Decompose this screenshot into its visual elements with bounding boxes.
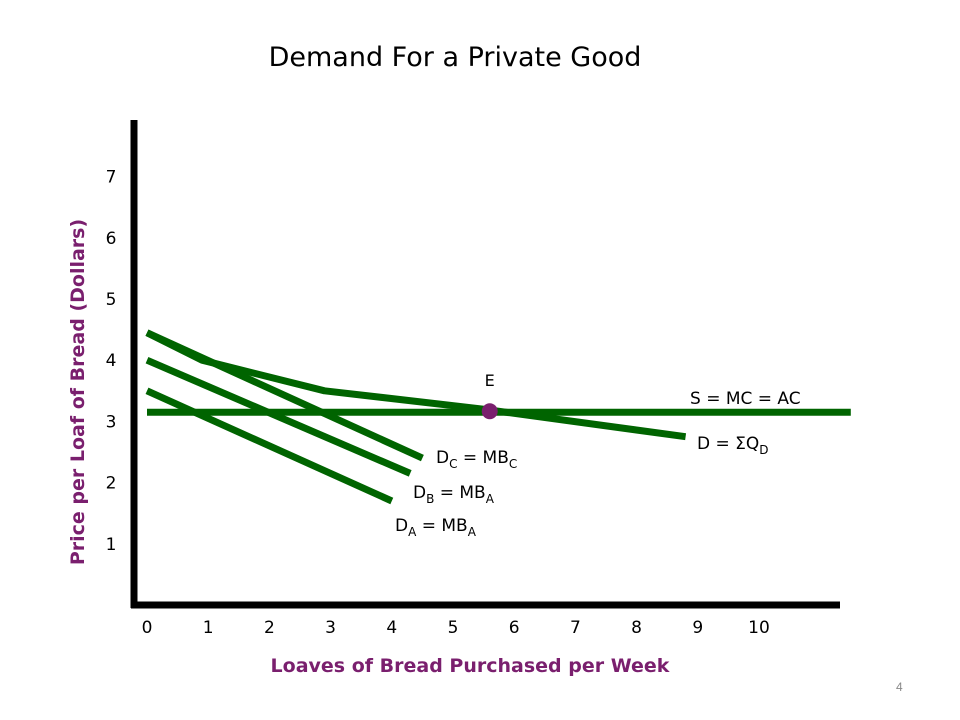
y-tick-label: 4 <box>106 351 117 371</box>
x-tick-label: 3 <box>325 618 336 638</box>
series-label-0: DA = MBA <box>395 516 477 539</box>
series-label-3: D = ΣQD <box>697 434 769 457</box>
series-label-4: S = MC = AC <box>690 389 801 409</box>
x-tick-label: 6 <box>509 618 520 638</box>
series-labels: DA = MBA DB = MBA DC = MBC D = ΣQD S = MC = … <box>395 389 801 539</box>
series-label-2: DC = MBC <box>436 448 517 471</box>
x-tick-label: 7 <box>570 618 581 638</box>
y-tick-label: 6 <box>106 229 117 249</box>
x-tick-label: 0 <box>142 618 153 638</box>
x-tick-label: 9 <box>692 618 703 638</box>
y-tick-label: 5 <box>106 290 117 310</box>
series-label-1: DB = MBA <box>413 483 495 506</box>
x-tick-label: 5 <box>448 618 459 638</box>
x-tick-label: 2 <box>264 618 275 638</box>
y-tick-label: 7 <box>106 168 117 188</box>
equilibrium-label: E <box>485 371 495 390</box>
y-tick-label: 3 <box>106 412 117 432</box>
axes-layer <box>130 120 840 609</box>
annotations: E <box>481 371 498 420</box>
x-tick-label: 8 <box>631 618 642 638</box>
y-tick-label: 2 <box>106 474 117 494</box>
tick-labels: 0 1 2 3 4 5 6 7 8 9 10 1 2 3 4 5 6 7 <box>106 168 770 638</box>
equilibrium-point <box>481 403 498 420</box>
page-number: 4 <box>896 680 903 694</box>
series-line-1 <box>145 356 412 477</box>
x-tick-label: 4 <box>386 618 397 638</box>
series-line-3 <box>145 329 687 441</box>
x-tick-label: 10 <box>748 618 770 638</box>
x-axis-label: Loaves of Bread Purchased per Week <box>270 655 670 677</box>
x-tick-label: 1 <box>203 618 214 638</box>
y-tick-label: 1 <box>106 535 117 555</box>
y-axis-label: Price per Loaf of Bread (Dollars) <box>67 218 89 566</box>
chart-title: Demand For a Private Good <box>268 42 642 73</box>
series-layer <box>145 329 851 505</box>
